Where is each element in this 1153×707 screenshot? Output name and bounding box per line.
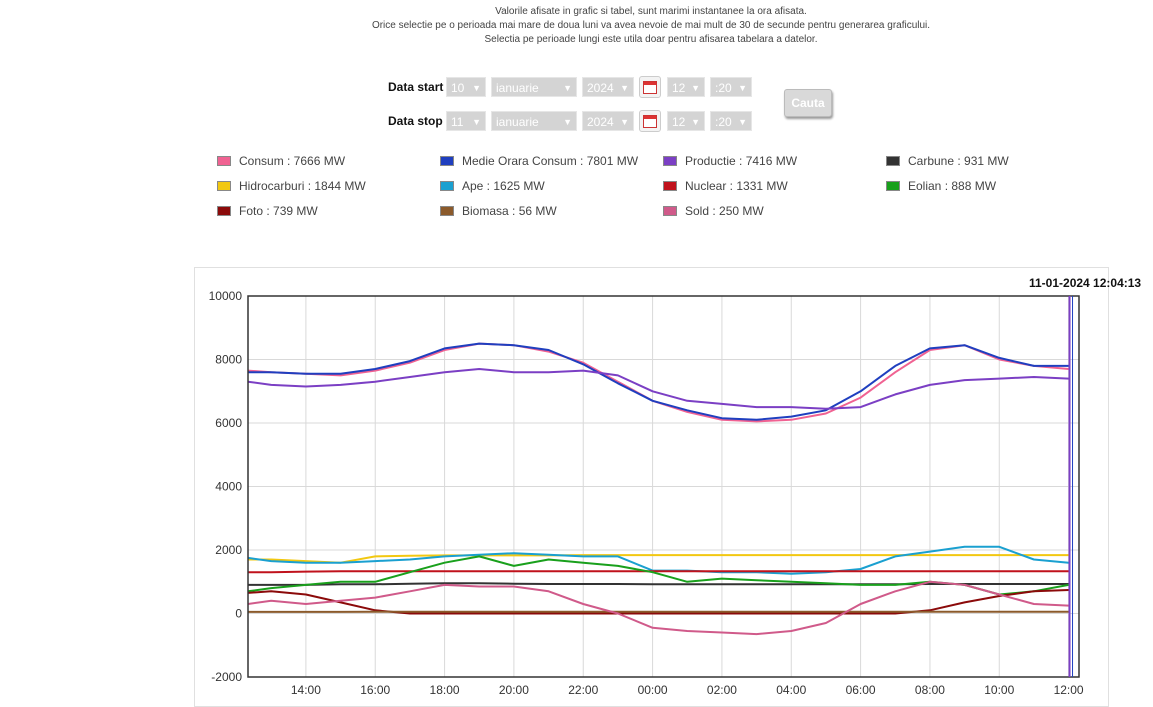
series-line-nuclear <box>248 571 1069 572</box>
x-tick-label: 02:00 <box>707 683 737 697</box>
y-tick-label: 10000 <box>209 289 243 303</box>
y-tick-label: 6000 <box>215 416 242 430</box>
x-tick-label: 06:00 <box>846 683 876 697</box>
x-tick-label: 22:00 <box>568 683 598 697</box>
x-tick-label: 10:00 <box>984 683 1014 697</box>
y-tick-label: 8000 <box>215 353 242 367</box>
y-tick-label: -2000 <box>211 670 242 684</box>
y-tick-label: 4000 <box>215 480 242 494</box>
x-tick-label: 18:00 <box>430 683 460 697</box>
x-tick-label: 16:00 <box>360 683 390 697</box>
x-tick-label: 14:00 <box>291 683 321 697</box>
x-tick-label: 00:00 <box>638 683 668 697</box>
y-tick-label: 0 <box>235 607 242 621</box>
y-tick-label: 2000 <box>215 543 242 557</box>
x-tick-label: 12:00 <box>1054 683 1084 697</box>
x-tick-label: 04:00 <box>776 683 806 697</box>
x-tick-label: 20:00 <box>499 683 529 697</box>
x-tick-label: 08:00 <box>915 683 945 697</box>
